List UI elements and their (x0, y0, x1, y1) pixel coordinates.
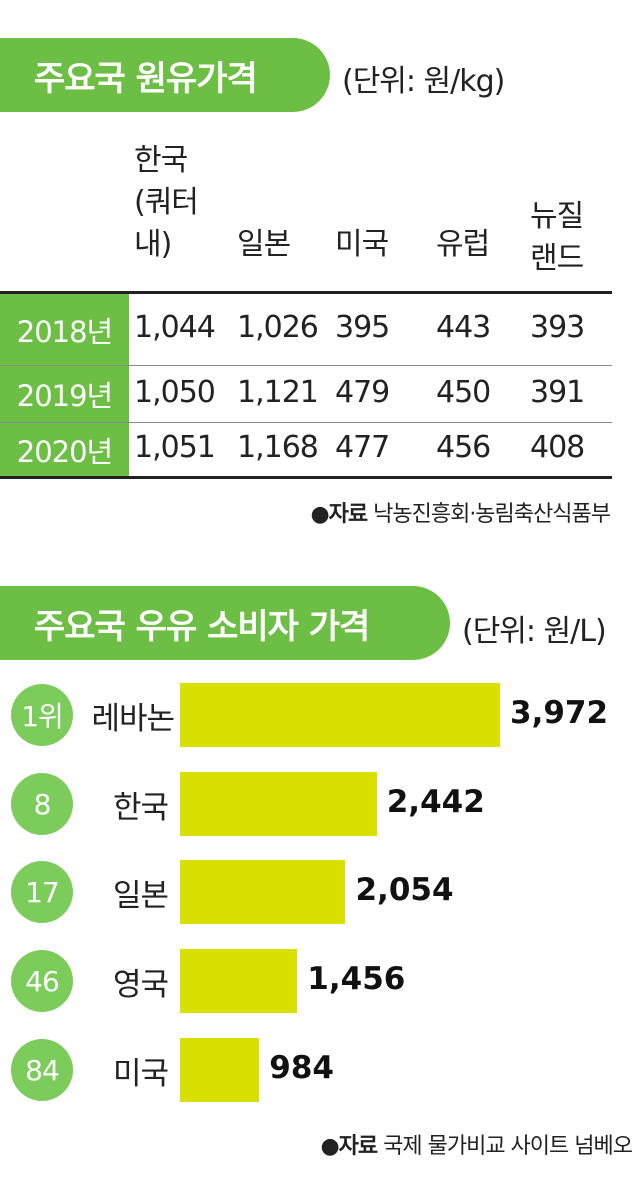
bar-value-label: 1,456 (307, 961, 406, 997)
bar (180, 860, 346, 924)
rank-badge: 8 (11, 773, 73, 835)
table-cell: 1,121 (237, 374, 319, 410)
table-cell: 1,050 (134, 374, 216, 410)
section1-title: 주요국 원유가격 (0, 38, 330, 112)
table-cell: 456 (436, 430, 491, 465)
header-korea: 한국 (쿼터 내) (134, 140, 199, 266)
section2-unit: (단위: 원/L) (462, 614, 607, 649)
table-cell: 391 (530, 374, 585, 410)
rank-badge: 84 (11, 1039, 73, 1101)
bar-category-label: 미국 (112, 1056, 169, 1092)
header-korea-line2: (쿼터 (134, 185, 199, 220)
bar-value-label: 2,442 (386, 784, 485, 820)
rank-badge: 17 (11, 861, 73, 923)
header-korea-line3: 내) (134, 227, 172, 262)
bar (180, 772, 377, 836)
section1-source: ●자료 낙농진흥회·농림축산식품부 (310, 496, 611, 528)
bar-category-label: 일본 (112, 878, 169, 914)
bar (180, 949, 298, 1013)
header-korea-line1: 한국 (134, 143, 188, 178)
table-year-cell: 2018년 (0, 294, 129, 365)
section2-title: 주요국 우유 소비자 가격 (0, 586, 450, 660)
table-cell: 408 (530, 430, 585, 465)
table-rule (0, 291, 612, 294)
table-rule (0, 476, 612, 479)
bar (180, 683, 500, 747)
bar-value-label: 3,972 (510, 695, 609, 731)
table-rule (0, 422, 612, 423)
table-cell: 1,051 (134, 430, 216, 465)
header-japan: 일본 (237, 227, 291, 262)
table-cell: 1,026 (237, 310, 319, 345)
header-newzealand-line2: 랜드 (530, 241, 584, 276)
header-usa: 미국 (335, 227, 389, 262)
bar-value-label: 984 (269, 1050, 334, 1086)
bar-category-label: 레바논 (91, 701, 175, 737)
bar (180, 1038, 260, 1102)
table-cell: 450 (436, 374, 491, 410)
section2-source-label: ●자료 (320, 1134, 378, 1159)
section1-unit: (단위: 원/kg) (342, 64, 505, 99)
bar-value-label: 2,054 (355, 872, 454, 908)
table-year-cell: 2019년 (0, 366, 129, 422)
rank-badge: 1위 (11, 684, 73, 746)
table-cell: 1,044 (134, 310, 216, 345)
header-newzealand: 뉴질 랜드 (530, 196, 584, 280)
table-cell: 393 (530, 310, 585, 345)
section2-source-text: 국제 물가비교 사이트 넘베오 (377, 1134, 633, 1159)
bar-category-label: 한국 (112, 790, 169, 826)
bar-category-label: 영국 (112, 967, 169, 1003)
table-cell: 395 (335, 310, 390, 345)
section2-source: ●자료 국제 물가비교 사이트 넘베오 (320, 1128, 633, 1160)
rank-badge: 46 (11, 950, 73, 1012)
table-cell: 479 (335, 374, 390, 410)
table-rule (0, 365, 612, 366)
table-cell: 443 (436, 310, 491, 345)
table-cell: 1,168 (237, 430, 319, 465)
table-cell: 477 (335, 430, 390, 465)
header-newzealand-line1: 뉴질 (530, 199, 584, 234)
header-europe: 유럽 (436, 227, 490, 262)
table-year-cell: 2020년 (0, 423, 129, 476)
section1-source-text: 낙농진흥회·농림축산식품부 (367, 502, 611, 527)
section1-source-label: ●자료 (310, 502, 368, 527)
